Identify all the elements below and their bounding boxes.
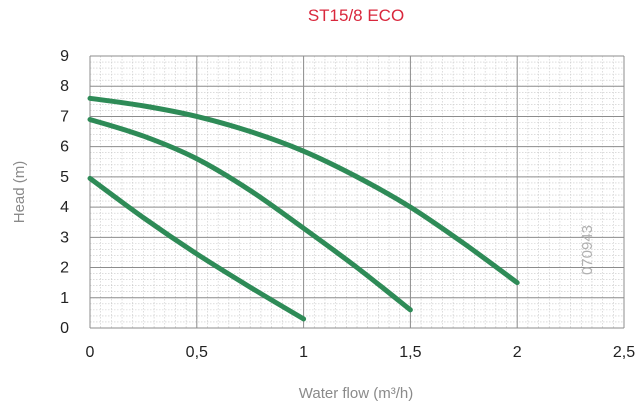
- y-tick-label: 5: [60, 169, 69, 186]
- y-tick-label: 2: [60, 260, 69, 277]
- x-tick-label: 2: [513, 344, 522, 361]
- series-line-1: [87, 95, 520, 286]
- y-tick-label: 1: [60, 290, 69, 307]
- x-tick-label: 0,5: [186, 344, 208, 361]
- series-line-2: [87, 116, 413, 313]
- x-tick-label: 2,5: [613, 344, 635, 361]
- major-grid: [89, 55, 625, 329]
- y-tick-label: 0: [60, 320, 69, 337]
- x-tick-label: 1: [299, 344, 308, 361]
- x-tick-label: 0: [86, 344, 95, 361]
- y-tick-label: 7: [60, 108, 69, 125]
- x-tick-label: 1,5: [399, 344, 421, 361]
- series-layer: [87, 95, 520, 322]
- chart-title: ST15/8 ECO: [308, 6, 404, 25]
- series-line-3: [87, 175, 307, 322]
- y-tick-label: 4: [60, 199, 69, 216]
- y-tick-label: 6: [60, 139, 69, 156]
- y-tick-label: 3: [60, 229, 69, 246]
- x-tick-labels: 0 0,5 1 1,5 2 2,5: [86, 344, 636, 361]
- x-axis-label: Water flow (m³/h): [299, 385, 413, 402]
- y-tick-label: 8: [60, 78, 69, 95]
- y-tick-labels: 0 1 2 3 4 5 6 7 8 9: [60, 48, 69, 337]
- watermark-code: 070943: [579, 225, 596, 275]
- y-tick-label: 9: [60, 48, 69, 65]
- minor-grid: [89, 55, 625, 329]
- y-axis-label: Head (m): [11, 161, 28, 224]
